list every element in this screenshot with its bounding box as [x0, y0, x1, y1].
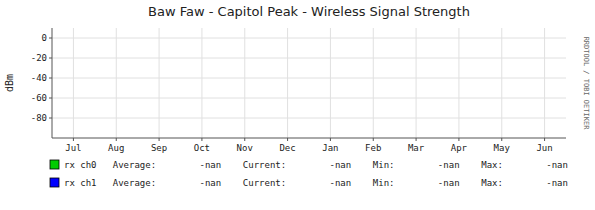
x-axis — [52, 138, 566, 139]
grid-line-x — [244, 28, 245, 138]
x-tick-label: Jun — [536, 143, 552, 153]
legend-stats: Average: -nan Current: -nan Min: -nan Ma… — [113, 160, 568, 170]
legend-label: rx ch0 — [64, 160, 97, 170]
x-tick — [159, 138, 160, 141]
x-tick-label: Dec — [279, 143, 295, 153]
legend-swatch — [50, 178, 59, 187]
chart: Baw Faw - Capitol Peak - Wireless Signal… — [0, 0, 595, 210]
y-tick-label: -60 — [31, 93, 47, 103]
grid-line-x — [373, 28, 374, 138]
title: Baw Faw - Capitol Peak - Wireless Signal… — [148, 4, 470, 19]
x-tick — [544, 138, 545, 141]
grid-line-y — [52, 118, 566, 119]
y-tick-label: -20 — [31, 53, 47, 63]
x-tick — [201, 138, 202, 141]
grid-line-x — [544, 28, 545, 138]
x-tick-label: Apr — [451, 143, 468, 153]
grid-line-y — [52, 38, 566, 39]
x-tick — [373, 138, 374, 141]
y-tick-label: -40 — [31, 73, 47, 83]
x-tick — [330, 138, 331, 141]
x-tick-label: Mar — [408, 143, 425, 153]
grid-line-x — [287, 28, 288, 138]
x-tick-label: Jul — [65, 143, 81, 153]
grid-line-x — [201, 28, 202, 138]
legend-label: rx ch1 — [64, 178, 97, 188]
grid-line-x — [330, 28, 331, 138]
x-tick-label: Oct — [194, 143, 210, 153]
grid-line-x — [416, 28, 417, 138]
y-axis — [52, 28, 53, 138]
legend-swatch — [50, 160, 59, 169]
x-tick — [244, 138, 245, 141]
y-tick — [49, 38, 52, 39]
y-tick — [49, 118, 52, 119]
x-tick-label: Feb — [365, 143, 381, 153]
x-tick — [458, 138, 459, 141]
x-tick-label: Sep — [151, 143, 167, 153]
legend-stats: Average: -nan Current: -nan Min: -nan Ma… — [113, 178, 568, 188]
grid-line-x — [116, 28, 117, 138]
grid-line-y — [52, 58, 566, 59]
y-tick-label: 0 — [42, 33, 47, 43]
side-label: RRDTOOL / TOBI OETIKER — [582, 37, 590, 131]
x-tick-label: Jan — [322, 143, 338, 153]
y-tick — [49, 98, 52, 99]
y-tick — [49, 58, 52, 59]
grid-line-y — [52, 78, 566, 79]
grid-line-y — [52, 98, 566, 99]
x-tick — [416, 138, 417, 141]
y-axis-label: dBm — [4, 74, 15, 92]
x-tick-label: Aug — [108, 143, 124, 153]
grid-line-x — [73, 28, 74, 138]
y-tick-label: -80 — [31, 113, 47, 123]
x-tick-label: Nov — [237, 143, 253, 153]
x-tick — [73, 138, 74, 141]
grid-line-x — [159, 28, 160, 138]
grid-line-x — [458, 28, 459, 138]
grid-line-x — [501, 28, 502, 138]
x-tick — [501, 138, 502, 141]
x-tick — [287, 138, 288, 141]
x-tick-label: May — [494, 143, 511, 153]
x-tick — [116, 138, 117, 141]
y-tick — [49, 78, 52, 79]
